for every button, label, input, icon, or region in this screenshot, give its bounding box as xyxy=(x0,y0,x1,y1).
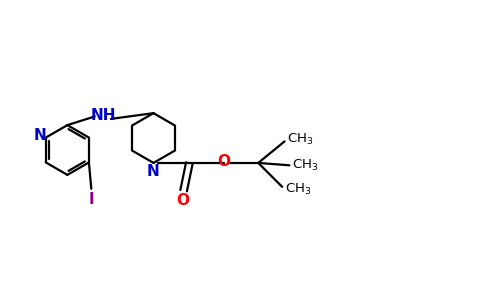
Text: I: I xyxy=(89,192,94,207)
Text: CH$_3$: CH$_3$ xyxy=(287,131,314,146)
Text: O: O xyxy=(217,154,230,169)
Text: N: N xyxy=(33,128,46,143)
Text: O: O xyxy=(176,193,189,208)
Text: CH$_3$: CH$_3$ xyxy=(285,182,311,197)
Text: NH: NH xyxy=(91,108,116,123)
Text: CH$_3$: CH$_3$ xyxy=(292,158,318,173)
Text: N: N xyxy=(146,164,159,178)
